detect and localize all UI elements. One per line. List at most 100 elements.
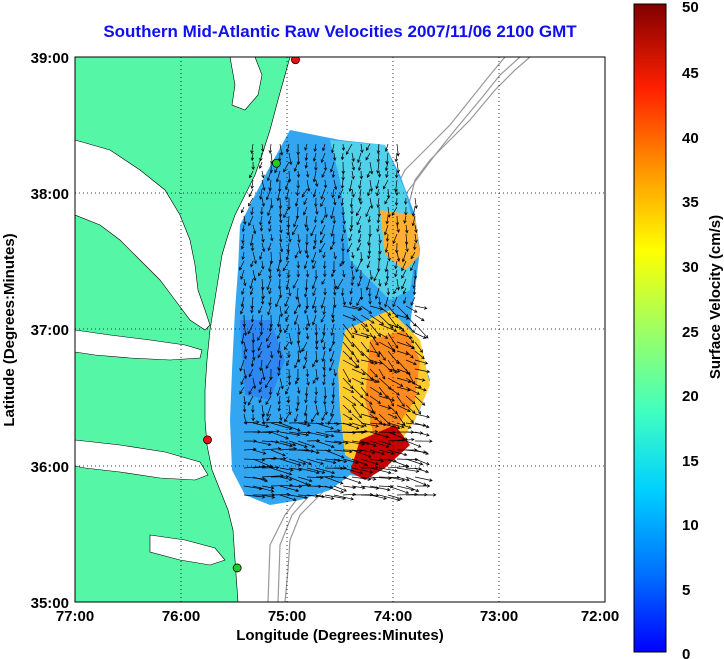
current-arrow — [259, 314, 263, 326]
current-arrow — [261, 494, 276, 499]
current-arrow — [378, 386, 388, 399]
current-arrow — [261, 233, 265, 243]
current-arrow — [330, 143, 335, 154]
current-arrow — [252, 449, 267, 455]
current-arrow — [324, 206, 328, 218]
current-arrow — [311, 296, 317, 310]
current-arrow — [369, 197, 374, 209]
current-arrow — [248, 215, 254, 227]
current-arrow — [260, 296, 265, 305]
current-arrow — [369, 179, 374, 192]
current-arrow — [342, 377, 354, 390]
current-arrow — [313, 233, 317, 244]
current-arrow — [369, 485, 391, 492]
current-arrow — [333, 449, 353, 454]
current-arrow — [278, 233, 283, 243]
bay-water — [75, 57, 263, 566]
current-arrow — [268, 296, 272, 307]
current-arrow — [387, 438, 406, 442]
current-arrow — [387, 332, 399, 349]
current-arrow — [312, 359, 317, 368]
current-arrow — [305, 332, 310, 340]
current-arrow — [414, 404, 422, 415]
current-arrow — [356, 215, 362, 226]
current-arrow — [405, 305, 418, 313]
current-arrow — [341, 242, 345, 253]
station-marker — [203, 435, 212, 445]
current-arrow — [351, 422, 365, 428]
current-arrow — [328, 341, 335, 352]
current-arrow — [348, 233, 353, 242]
current-arrow — [401, 269, 407, 279]
current-arrow — [342, 386, 355, 393]
current-arrow — [405, 332, 415, 344]
current-arrow — [396, 437, 415, 442]
current-arrow — [267, 305, 272, 316]
current-arrow — [269, 197, 274, 209]
current-arrow — [333, 458, 348, 463]
current-arrow — [288, 440, 308, 448]
current-arrow — [414, 467, 430, 474]
current-arrow — [297, 476, 313, 483]
current-arrow — [268, 287, 272, 295]
current-arrow — [405, 440, 422, 448]
current-arrow — [387, 323, 404, 330]
current-arrow — [360, 143, 364, 154]
current-arrow — [394, 170, 399, 179]
current-arrow — [259, 251, 263, 260]
current-arrow — [276, 188, 281, 202]
current-arrow — [277, 359, 281, 371]
current-arrow — [414, 323, 429, 339]
current-arrow — [305, 368, 310, 378]
current-arrow — [322, 341, 326, 351]
current-arrow — [322, 368, 327, 379]
current-arrow — [332, 152, 337, 162]
current-arrow — [384, 242, 389, 254]
current-arrow — [249, 278, 254, 290]
current-arrow — [356, 206, 362, 217]
colorbar-tick: 40 — [682, 130, 699, 147]
current-arrow — [346, 242, 353, 253]
current-arrow — [269, 314, 273, 328]
current-arrow — [301, 188, 308, 198]
current-arrow — [313, 395, 318, 405]
current-arrow — [243, 420, 260, 424]
current-arrow — [286, 242, 290, 253]
current-arrow — [414, 431, 430, 437]
current-arrow — [287, 269, 291, 279]
colorbar-tick: 20 — [682, 388, 699, 405]
current-arrow — [315, 458, 337, 465]
current-arrow — [297, 296, 302, 308]
current-arrow — [410, 251, 416, 260]
current-arrow — [279, 476, 293, 481]
x-tick: 76:00 — [162, 608, 200, 625]
current-arrow — [385, 170, 389, 179]
current-arrow — [261, 143, 265, 153]
current-arrow — [284, 323, 290, 334]
current-arrow — [252, 422, 270, 428]
current-arrow — [351, 305, 363, 310]
current-arrow — [315, 332, 319, 345]
current-arrow — [279, 413, 283, 421]
current-arrow — [288, 458, 307, 466]
current-arrow — [306, 458, 324, 465]
station-marker — [291, 57, 300, 65]
current-arrow — [250, 305, 254, 314]
current-arrow — [369, 458, 385, 463]
current-arrow — [270, 456, 287, 461]
current-arrow — [384, 224, 389, 236]
current-arrow — [377, 170, 382, 178]
current-arrow — [306, 377, 310, 386]
current-arrow — [312, 152, 317, 162]
current-arrow — [378, 305, 392, 316]
current-arrow — [251, 413, 255, 422]
current-arrow — [297, 458, 313, 466]
current-arrow — [282, 260, 290, 272]
current-arrow — [265, 188, 272, 201]
current-arrow — [351, 350, 360, 364]
current-arrow — [269, 161, 273, 174]
current-arrow — [294, 197, 299, 207]
current-arrow — [369, 386, 383, 396]
current-arrow — [297, 422, 311, 427]
x-axis-label: Longitude (Degrees:Minutes) — [236, 627, 444, 644]
